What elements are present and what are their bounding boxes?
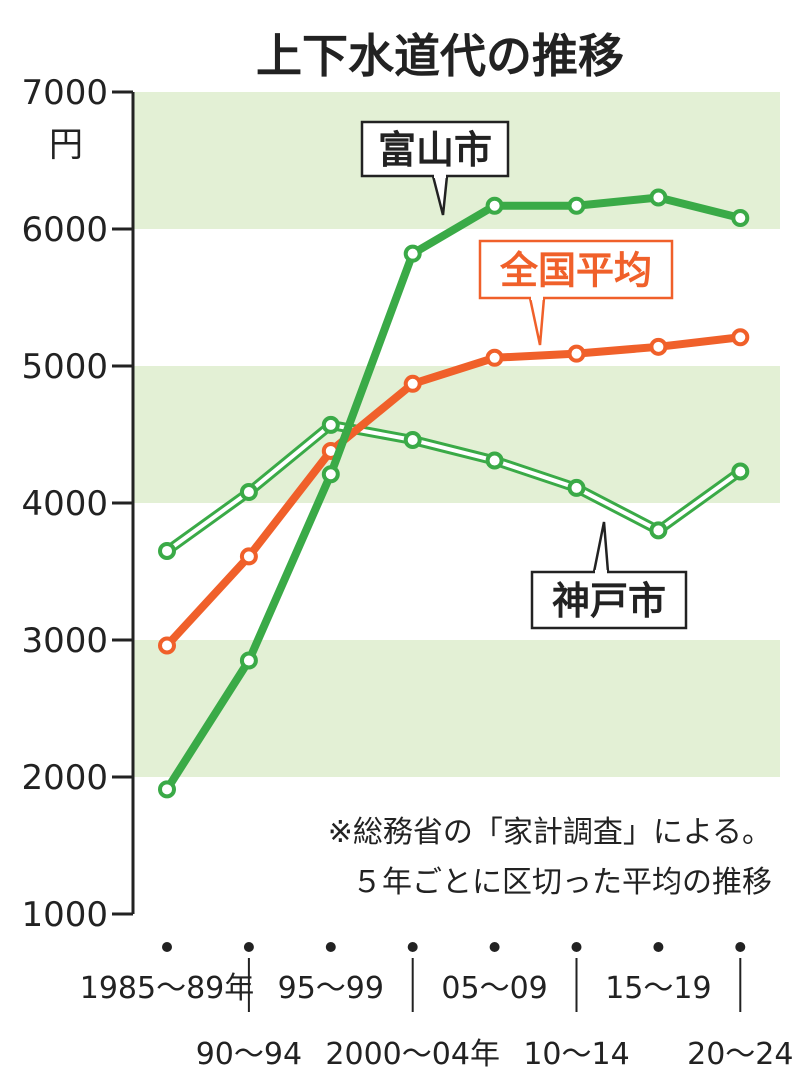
data-point — [649, 337, 668, 356]
callout-kobe: 神戸市 — [530, 521, 688, 630]
data-point — [158, 636, 176, 655]
x-tick-dot — [325, 942, 336, 952]
y-tick-label: 2000 — [21, 758, 108, 798]
data-point — [403, 374, 422, 393]
annotation-line-1: ※総務省の「家計調査」による。 — [328, 815, 772, 850]
data-point — [403, 244, 422, 263]
x-tick-label: 10～14 — [523, 1037, 629, 1072]
data-point — [567, 478, 586, 497]
callout-national: 全国平均 — [478, 239, 674, 346]
x-tick-label: 20～24 — [687, 1037, 793, 1072]
data-point — [158, 780, 176, 799]
x-tick-label: 15～19 — [605, 971, 711, 1006]
callout-pointer — [431, 175, 449, 216]
data-point — [403, 430, 422, 449]
x-tick-dot — [653, 942, 664, 952]
series-line-toyama — [163, 193, 742, 792]
y-tick-label: 3000 — [21, 621, 108, 661]
data-point — [567, 196, 586, 215]
callout-pointer — [528, 297, 546, 346]
data-point — [731, 328, 750, 347]
series-line-national — [164, 333, 741, 649]
callout-label: 全国平均 — [499, 249, 652, 293]
data-point — [321, 465, 340, 484]
y-tick-label: 6000 — [21, 210, 108, 250]
data-point — [731, 462, 750, 481]
callout-label: 神戸市 — [552, 579, 666, 623]
y-tick-label: 5000 — [21, 347, 108, 387]
data-point — [649, 521, 668, 540]
data-point — [321, 415, 340, 434]
data-point — [649, 188, 668, 207]
x-tick-dot — [735, 942, 746, 952]
grid-band — [133, 640, 780, 777]
callout-pointer — [592, 521, 610, 573]
data-point — [485, 348, 504, 367]
y-tick-label: 4000 — [21, 484, 108, 524]
data-point — [485, 196, 504, 215]
x-tick-dot — [243, 942, 254, 952]
x-tick-dot — [571, 942, 582, 952]
y-tick-label: 7000 — [21, 73, 108, 113]
data-point — [567, 344, 586, 363]
data-point — [731, 209, 750, 228]
x-tick-label: 2000～04年 — [325, 1037, 500, 1072]
callout-box — [478, 239, 674, 300]
x-tick-label: 05～09 — [441, 971, 547, 1006]
callout-label: 富山市 — [378, 128, 492, 172]
chart-title: 上下水道代の推移 — [256, 29, 624, 83]
callout-toyama: 富山市 — [360, 120, 510, 216]
data-point — [239, 483, 258, 502]
data-point — [239, 547, 258, 566]
annotation-line-2: ５年ごとに区切った平均の推移 — [352, 865, 772, 900]
grid-band — [133, 366, 780, 503]
y-tick-label: 1000 — [21, 895, 108, 935]
x-tick-label: 1985～89年 — [80, 971, 255, 1006]
x-tick-dot — [407, 942, 418, 952]
x-tick-label: 90～94 — [196, 1037, 302, 1072]
x-tick-dot — [489, 942, 500, 952]
data-point — [158, 541, 176, 560]
data-point — [485, 451, 504, 470]
series-line-kobe-inner — [165, 422, 742, 553]
y-unit-label: 円 — [49, 125, 83, 165]
x-tick-dot — [162, 942, 172, 952]
x-tick-label: 95～99 — [278, 971, 384, 1006]
callout-box — [530, 570, 688, 630]
data-point — [239, 651, 258, 670]
